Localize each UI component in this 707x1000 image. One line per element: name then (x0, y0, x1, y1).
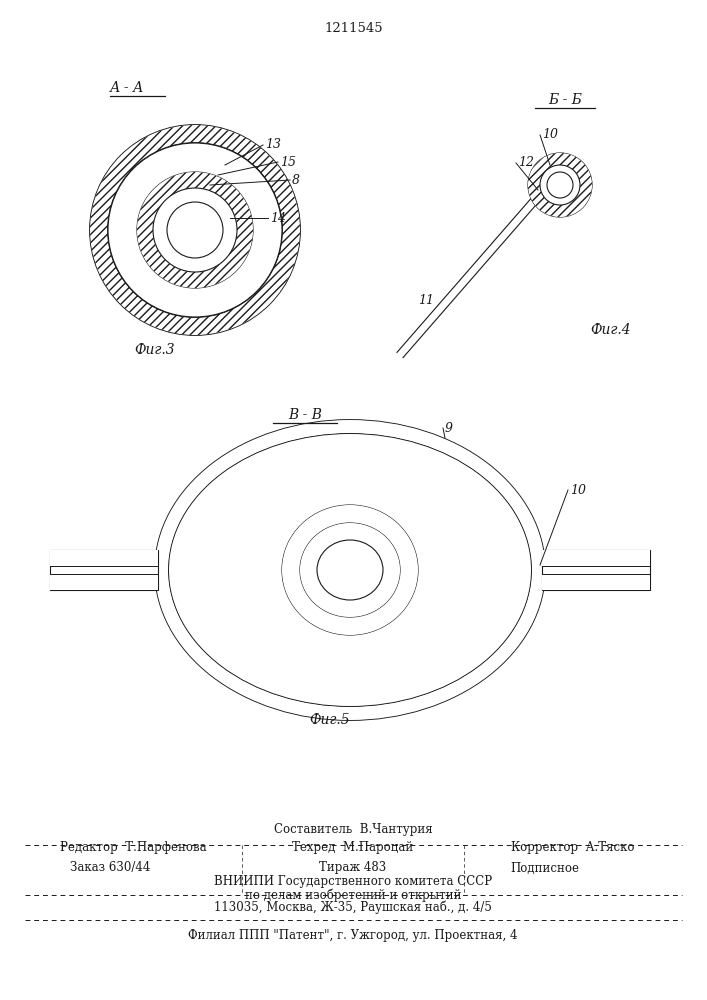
Ellipse shape (282, 505, 418, 635)
Text: Фиг.3: Фиг.3 (135, 343, 175, 357)
Circle shape (540, 165, 580, 205)
Text: 8: 8 (292, 174, 300, 186)
Wedge shape (137, 172, 253, 288)
Text: ВНИИПИ Государственного комитета СССР: ВНИИПИ Государственного комитета СССР (214, 876, 492, 888)
Ellipse shape (282, 505, 418, 635)
Circle shape (167, 202, 223, 258)
Ellipse shape (300, 523, 400, 617)
Circle shape (547, 172, 573, 198)
Circle shape (137, 172, 253, 288)
Polygon shape (397, 197, 538, 358)
Text: Корректор  А.Тяско: Корректор А.Тяско (511, 842, 635, 854)
Circle shape (108, 143, 282, 317)
Ellipse shape (169, 434, 531, 706)
Circle shape (528, 153, 592, 217)
Text: Б - Б: Б - Б (548, 93, 582, 107)
Text: Техред  М.Пароцай: Техред М.Пароцай (293, 842, 414, 854)
Circle shape (90, 125, 300, 335)
Text: 15: 15 (280, 155, 296, 168)
Text: 113035, Москва, Ж-35, Раушская наб., д. 4/5: 113035, Москва, Ж-35, Раушская наб., д. … (214, 900, 492, 914)
Bar (50, 550, 158, 566)
Ellipse shape (155, 420, 545, 720)
Wedge shape (528, 153, 592, 217)
Text: 1211545: 1211545 (325, 21, 382, 34)
Text: 10: 10 (570, 484, 586, 496)
Text: Тираж 483: Тираж 483 (320, 861, 387, 874)
Text: Филиал ППП "Патент", г. Ужгород, ул. Проектная, 4: Филиал ППП "Патент", г. Ужгород, ул. Про… (188, 928, 518, 942)
Text: 10: 10 (542, 128, 558, 141)
Ellipse shape (169, 434, 531, 706)
Circle shape (153, 188, 237, 272)
Text: 12: 12 (518, 156, 534, 169)
Text: Заказ 630/44: Заказ 630/44 (70, 861, 150, 874)
Text: Фиг.5: Фиг.5 (310, 713, 350, 727)
Bar (542, 550, 650, 566)
Circle shape (108, 143, 282, 317)
Ellipse shape (300, 523, 400, 617)
Wedge shape (90, 125, 300, 335)
Text: 14: 14 (270, 212, 286, 225)
Bar (50, 550, 158, 590)
Text: 9: 9 (445, 422, 453, 434)
Text: Редактор  Т.Парфенова: Редактор Т.Парфенова (59, 842, 206, 854)
Text: Фиг.4: Фиг.4 (590, 323, 631, 337)
Ellipse shape (155, 420, 545, 720)
Bar (542, 550, 650, 590)
Ellipse shape (169, 434, 531, 706)
Text: 11: 11 (418, 294, 434, 306)
Text: В - В: В - В (288, 408, 322, 422)
Bar (542, 574, 650, 590)
Text: А - А: А - А (110, 81, 144, 95)
Bar (50, 574, 158, 590)
Text: Подписное: Подписное (510, 861, 580, 874)
Text: Составитель  В.Чантурия: Составитель В.Чантурия (274, 824, 432, 836)
Text: 13: 13 (265, 138, 281, 151)
Text: по делам изобретений и открытий: по делам изобретений и открытий (245, 888, 461, 902)
Ellipse shape (317, 540, 383, 600)
